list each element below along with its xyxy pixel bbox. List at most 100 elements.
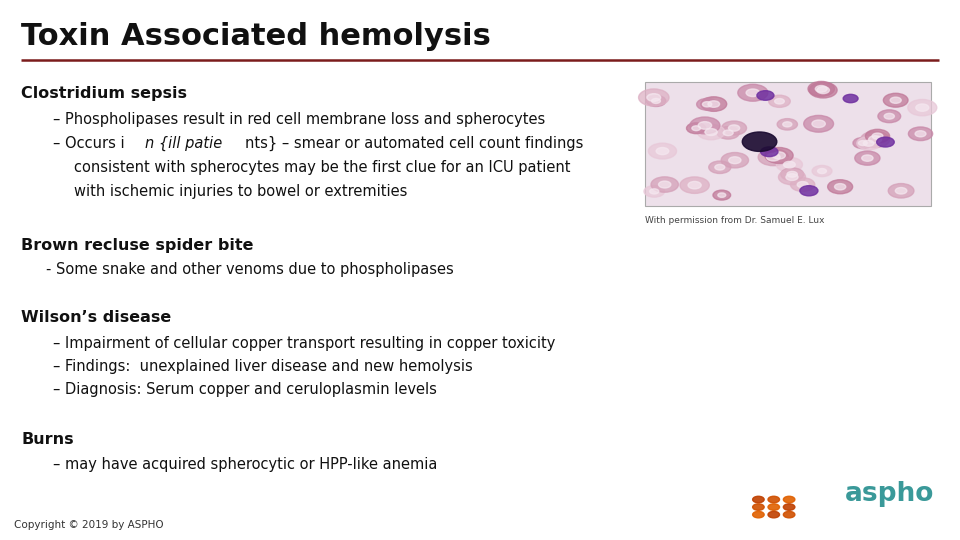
Circle shape (778, 119, 798, 130)
Circle shape (915, 131, 926, 137)
Circle shape (746, 89, 759, 97)
Circle shape (715, 165, 725, 170)
Circle shape (818, 168, 827, 173)
Circle shape (877, 110, 900, 123)
Circle shape (718, 193, 726, 197)
Circle shape (828, 180, 852, 194)
Circle shape (753, 511, 764, 518)
Circle shape (753, 504, 764, 510)
Text: – may have acquired spherocytic or HPP-like anemia: – may have acquired spherocytic or HPP-l… (53, 457, 437, 472)
Text: consistent with spherocytes may be the first clue for an ICU patient: consistent with spherocytes may be the f… (74, 160, 570, 176)
Text: Brown recluse spider bite: Brown recluse spider bite (21, 238, 253, 253)
Circle shape (742, 132, 777, 151)
Text: Burns: Burns (21, 432, 74, 447)
Circle shape (858, 140, 867, 146)
Circle shape (768, 504, 780, 510)
Circle shape (703, 102, 711, 107)
Circle shape (856, 137, 880, 150)
Circle shape (777, 157, 803, 172)
Circle shape (697, 124, 725, 140)
Circle shape (765, 147, 793, 164)
Text: – Occurs i: – Occurs i (53, 136, 125, 151)
Circle shape (852, 138, 873, 148)
Circle shape (783, 504, 795, 510)
Text: with ischemic injuries to bowel or extremities: with ischemic injuries to bowel or extre… (74, 184, 407, 199)
Circle shape (656, 147, 669, 154)
Circle shape (876, 137, 895, 147)
Circle shape (908, 99, 937, 116)
Text: Clostridium sepsis: Clostridium sepsis (21, 86, 187, 102)
Text: – Diagnosis: Serum copper and ceruloplasmin levels: – Diagnosis: Serum copper and ceruloplas… (53, 382, 437, 397)
Circle shape (809, 82, 837, 98)
Bar (645, 82, 931, 206)
Circle shape (804, 116, 833, 132)
Circle shape (783, 511, 795, 518)
Text: – Phospholipases result in red cell membrane loss and spherocytes: – Phospholipases result in red cell memb… (53, 112, 545, 127)
Circle shape (717, 126, 739, 139)
Circle shape (723, 130, 733, 136)
Circle shape (760, 147, 778, 157)
Text: Copyright © 2019 by ASPHO: Copyright © 2019 by ASPHO (14, 520, 164, 530)
Circle shape (865, 129, 890, 143)
Text: - Some snake and other venoms due to phospholipases: - Some snake and other venoms due to pho… (46, 262, 454, 277)
Circle shape (812, 120, 826, 127)
Circle shape (766, 153, 780, 161)
Circle shape (780, 168, 804, 181)
Text: n {ill patie: n {ill patie (145, 136, 223, 151)
Circle shape (860, 131, 890, 147)
Circle shape (708, 101, 720, 107)
Text: With permission from Dr. Samuel E. Lux: With permission from Dr. Samuel E. Lux (645, 216, 825, 225)
Circle shape (843, 94, 858, 103)
Circle shape (768, 511, 780, 518)
Circle shape (908, 127, 933, 140)
Circle shape (708, 161, 731, 173)
Circle shape (872, 133, 883, 139)
Circle shape (756, 91, 774, 100)
Circle shape (768, 496, 780, 503)
Circle shape (782, 122, 792, 127)
Circle shape (817, 86, 829, 93)
Circle shape (686, 123, 706, 134)
Circle shape (863, 140, 874, 146)
Circle shape (834, 184, 846, 190)
Circle shape (808, 82, 834, 96)
Circle shape (680, 177, 709, 193)
Circle shape (659, 181, 671, 188)
Circle shape (753, 496, 764, 503)
Circle shape (916, 104, 929, 111)
Circle shape (854, 151, 880, 165)
Circle shape (738, 84, 768, 101)
Circle shape (698, 122, 711, 129)
Text: Toxin Associated hemolysis: Toxin Associated hemolysis (21, 22, 491, 51)
Text: Wilson’s disease: Wilson’s disease (21, 310, 172, 326)
Circle shape (638, 89, 669, 106)
Circle shape (688, 181, 701, 189)
Circle shape (701, 97, 727, 111)
Circle shape (787, 171, 798, 177)
Circle shape (869, 136, 881, 143)
Circle shape (650, 189, 659, 194)
Circle shape (773, 152, 785, 159)
Circle shape (783, 161, 795, 168)
Circle shape (786, 174, 798, 180)
Circle shape (790, 178, 815, 192)
Text: – Findings:  unexplained liver disease and new hemolysis: – Findings: unexplained liver disease an… (53, 359, 472, 374)
Circle shape (883, 93, 908, 107)
Circle shape (797, 181, 808, 188)
Circle shape (646, 96, 666, 106)
Circle shape (896, 187, 907, 194)
Circle shape (890, 97, 901, 103)
Circle shape (812, 165, 832, 177)
Circle shape (800, 186, 818, 196)
Circle shape (692, 126, 701, 131)
Text: nts} – smear or automated cell count findings: nts} – smear or automated cell count fin… (245, 136, 584, 151)
Circle shape (697, 98, 717, 110)
Circle shape (713, 190, 731, 200)
Text: – Impairment of cellular copper transport resulting in copper toxicity: – Impairment of cellular copper transpor… (53, 336, 555, 351)
Circle shape (729, 157, 741, 164)
Circle shape (721, 152, 749, 168)
Circle shape (884, 113, 895, 119)
Circle shape (722, 121, 747, 135)
Circle shape (779, 170, 805, 185)
Circle shape (648, 143, 677, 159)
